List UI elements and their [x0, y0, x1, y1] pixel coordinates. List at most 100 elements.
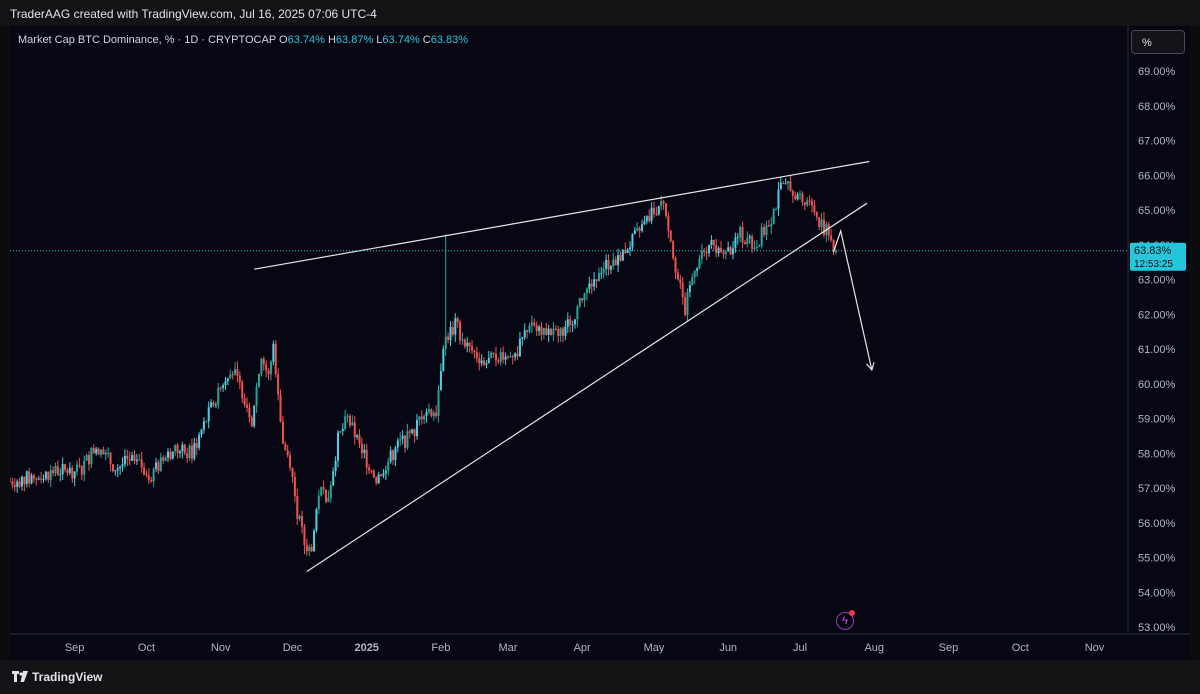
candle [463, 338, 466, 349]
candle [171, 451, 174, 460]
y-tick-label: 68.00% [1138, 101, 1176, 113]
candle [293, 471, 296, 502]
candle [109, 452, 112, 471]
candle [518, 331, 521, 358]
candle [368, 463, 371, 475]
candle [439, 363, 442, 391]
price-chart[interactable]: 53.00% 54.00% 55.00% 56.00% 57.00% 58.00% 59.0… [10, 26, 1190, 660]
bar-countdown: 12:53:25 [1134, 259, 1173, 270]
candle [28, 468, 31, 488]
candle [755, 240, 758, 252]
candle [662, 199, 665, 210]
legend-open-label: O [279, 34, 288, 46]
candle [715, 238, 718, 258]
candle [612, 252, 615, 270]
candle [459, 319, 462, 345]
candle [40, 471, 43, 484]
candle [770, 217, 773, 234]
candle [121, 457, 124, 472]
candle [688, 280, 691, 298]
lightning-icon[interactable]: ϟ [836, 612, 854, 630]
candle [181, 441, 184, 459]
candle [717, 246, 720, 257]
candle [339, 430, 342, 434]
candle [557, 325, 560, 343]
candle [190, 438, 193, 464]
candle [370, 469, 373, 474]
candle [753, 240, 756, 251]
candle [758, 244, 761, 248]
percent-scale-button[interactable]: % [1131, 30, 1185, 54]
candle [676, 268, 679, 281]
legend-high: 63.87% [335, 34, 374, 46]
symbol-title[interactable]: Market Cap BTC Dominance, % · 1D · CRYPT… [18, 34, 276, 46]
candle [92, 444, 95, 454]
candle [767, 219, 770, 228]
time-scale[interactable]: Sep Oct Nov Dec 2025 Feb Mar Apr May Jun Jul Aug Sep… [10, 633, 1190, 654]
candle [633, 226, 636, 235]
chart-pane[interactable]: 53.00% 54.00% 55.00% 56.00% 57.00% 58.00% 59.0… [10, 26, 1190, 660]
candle [451, 321, 454, 337]
candle [830, 228, 833, 243]
candle [437, 384, 440, 423]
candle [183, 443, 186, 456]
candle [576, 305, 579, 327]
x-tick-label: Nov [211, 642, 231, 654]
candle [645, 215, 648, 225]
candle [52, 466, 55, 477]
candle [147, 468, 150, 484]
candle [78, 458, 81, 469]
candle [255, 382, 258, 413]
symbol-legend[interactable]: Market Cap BTC Dominance, % · 1D · CRYPT… [18, 34, 468, 46]
candle [554, 325, 557, 331]
candle [741, 221, 744, 249]
candle [801, 191, 804, 206]
candle [413, 428, 416, 443]
candle [253, 405, 256, 429]
candle [195, 437, 198, 456]
candle [602, 261, 605, 279]
candle [387, 457, 390, 476]
candle [485, 360, 488, 369]
candle [672, 239, 675, 261]
candle [456, 316, 459, 328]
x-tick-label: Jul [793, 642, 807, 654]
candle [35, 477, 38, 486]
x-tick-label: Nov [1085, 642, 1105, 654]
drawings-layer[interactable] [254, 160, 875, 572]
candle [789, 175, 792, 192]
candle [135, 453, 138, 466]
candle [277, 368, 280, 401]
candle [11, 477, 14, 489]
candle [157, 459, 160, 475]
candle [681, 276, 684, 305]
candle [404, 434, 407, 453]
candle [231, 370, 234, 380]
candle [506, 354, 509, 360]
candle [375, 475, 378, 486]
candle [99, 449, 102, 458]
legend-close-label: C [422, 34, 431, 46]
candle [353, 416, 356, 445]
candle [815, 211, 818, 221]
candle [389, 446, 392, 464]
candle [313, 528, 316, 552]
candle [669, 229, 672, 243]
price-scale[interactable]: 53.00% 54.00% 55.00% 56.00% 57.00% 58.00% 59.0… [1127, 26, 1176, 634]
candle [64, 463, 67, 473]
candle [32, 473, 35, 483]
candle [296, 488, 299, 526]
candle [473, 349, 476, 359]
candle [643, 215, 646, 226]
candle [509, 351, 512, 358]
candle [581, 298, 584, 303]
candle [30, 473, 33, 485]
candle [308, 544, 311, 556]
candle [705, 246, 708, 261]
candle [712, 239, 715, 251]
candle [655, 206, 658, 217]
candle [23, 476, 26, 492]
y-tick-label: 67.00% [1138, 136, 1176, 148]
candle [466, 337, 469, 353]
candle [813, 200, 816, 216]
